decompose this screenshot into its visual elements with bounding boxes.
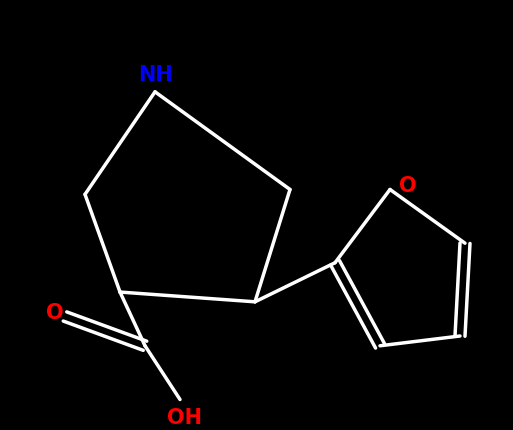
Text: OH: OH [168,407,203,427]
Text: O: O [46,302,64,322]
Text: O: O [399,175,417,195]
Text: NH: NH [137,65,172,85]
